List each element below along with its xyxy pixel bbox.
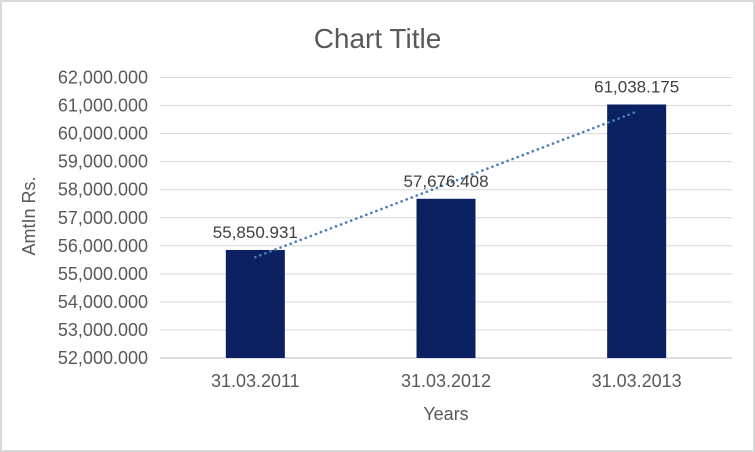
- x-axis-title: Years: [423, 404, 469, 424]
- x-category-label: 31.03.2011: [211, 371, 300, 391]
- data-label: 57,676.408: [403, 172, 488, 191]
- bar: [225, 249, 285, 358]
- y-tick-label: 53,000.000: [58, 320, 148, 340]
- x-category-label: 31.03.2013: [592, 371, 682, 391]
- y-tick-label: 59,000.000: [58, 152, 148, 172]
- y-tick-label: 58,000.000: [58, 180, 148, 200]
- data-label: 55,850.931: [213, 223, 298, 242]
- y-tick-label: 60,000.000: [58, 124, 148, 144]
- y-tick-label: 61,000.000: [58, 96, 148, 116]
- y-axis-title: AmtIn Rs.: [19, 176, 39, 256]
- y-tick-label: 52,000.000: [58, 348, 148, 368]
- bar: [416, 198, 476, 358]
- chart-title: Chart Title: [313, 23, 442, 54]
- y-tick-label: 57,000.000: [58, 208, 148, 228]
- y-tick-label: 55,000.000: [58, 264, 148, 284]
- y-tick-label: 54,000.000: [58, 292, 148, 312]
- y-tick-label: 62,000.000: [58, 68, 148, 88]
- data-label: 61,038.175: [594, 77, 679, 96]
- x-category-label: 31.03.2012: [401, 371, 491, 391]
- bar: [607, 104, 667, 359]
- trendline: [253, 110, 639, 259]
- y-tick-label: 56,000.000: [58, 236, 148, 256]
